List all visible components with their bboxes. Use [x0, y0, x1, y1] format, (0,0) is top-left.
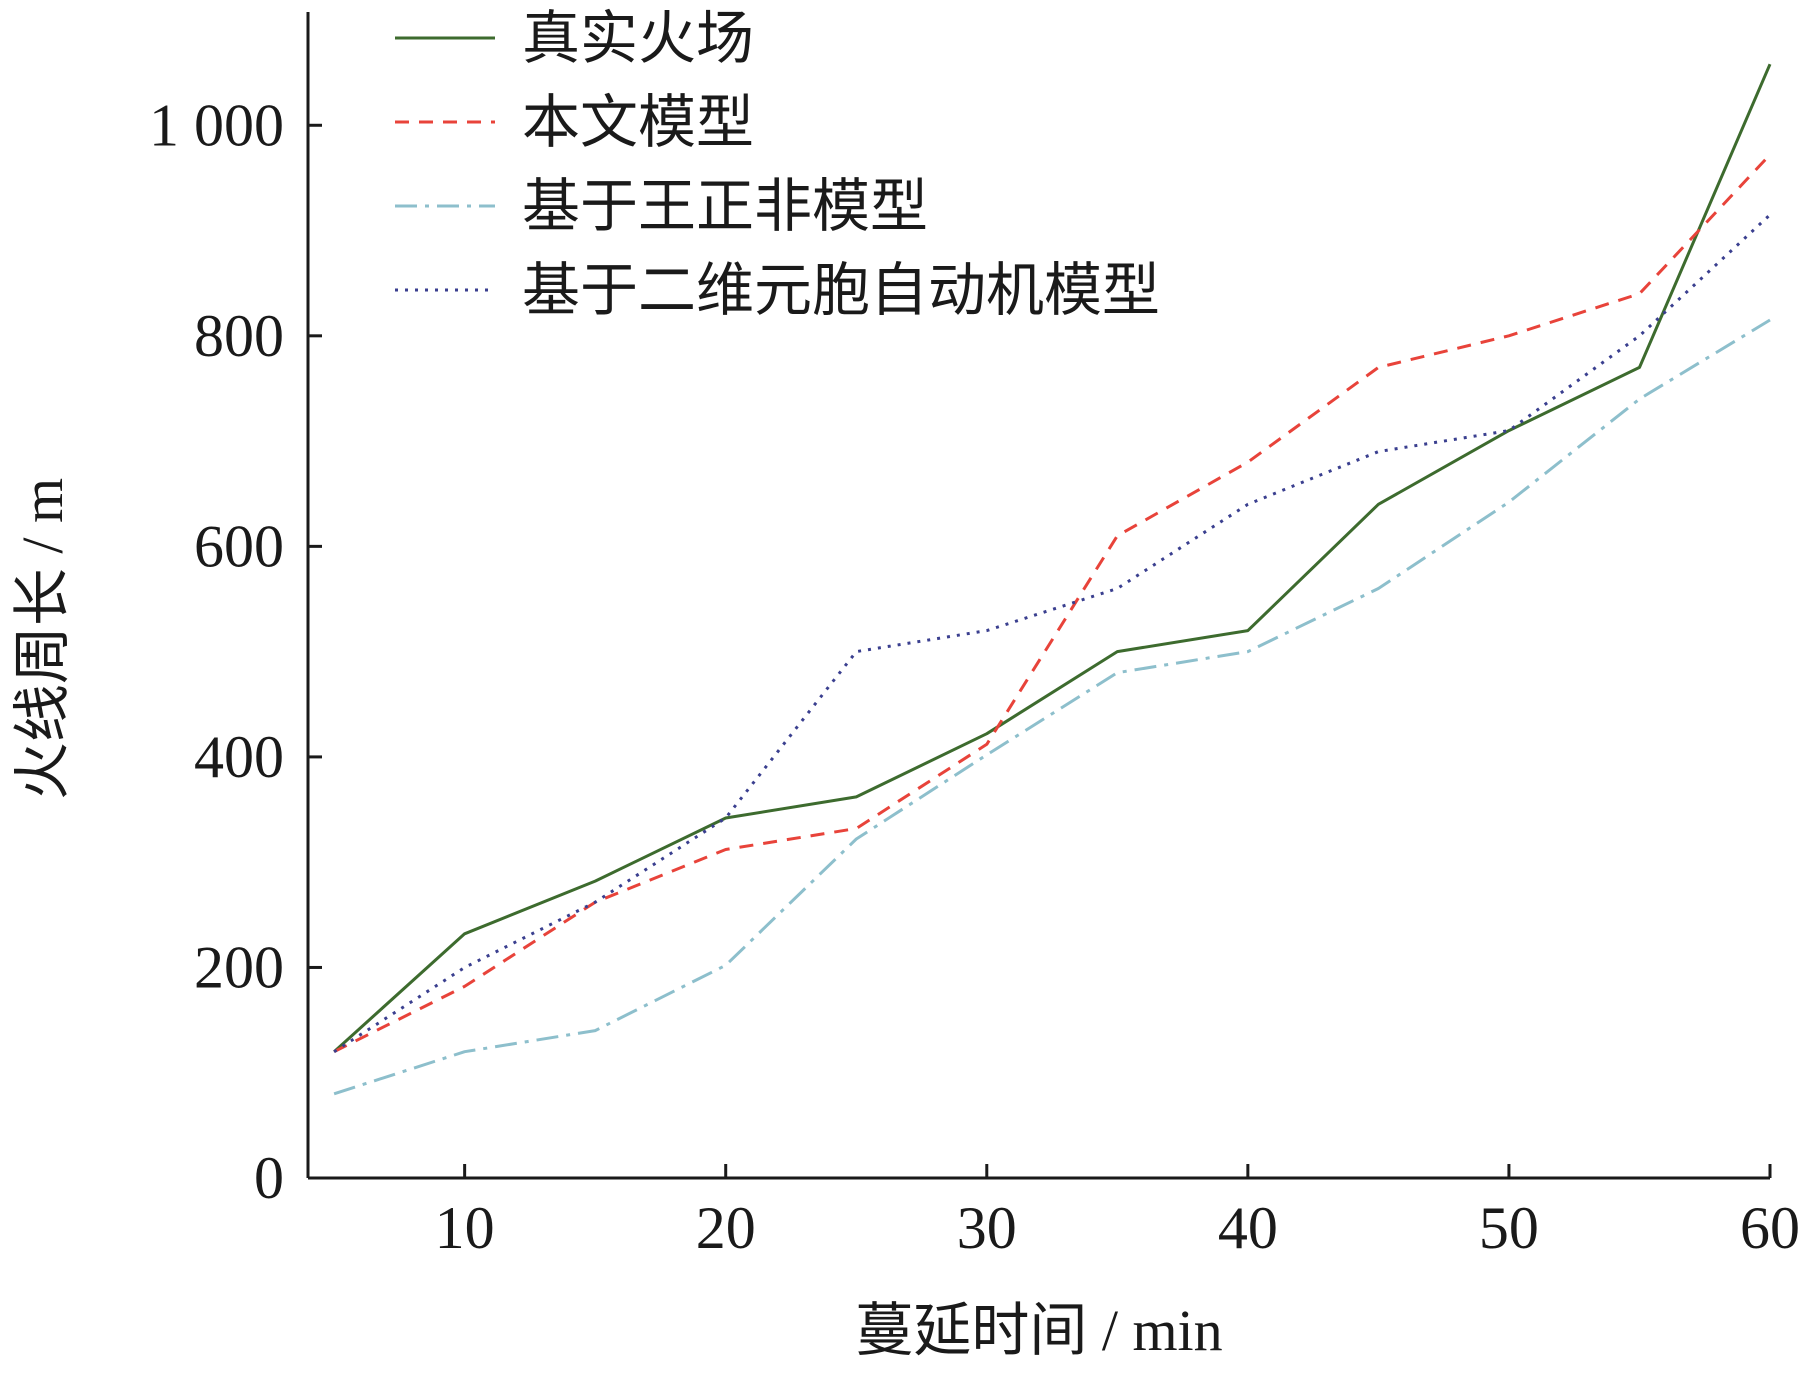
y-axis-title: 火线周长 / m — [10, 478, 75, 800]
x-tick-label: 20 — [696, 1195, 756, 1261]
x-tick-label: 40 — [1218, 1195, 1278, 1261]
y-tick-label: 200 — [194, 934, 284, 1000]
legend-label-4: 基于二维元胞自动机模型 — [522, 258, 1160, 323]
legend-label-2: 本文模型 — [522, 90, 754, 155]
x-tick-label: 10 — [435, 1195, 495, 1261]
series-line-3 — [333, 318, 1771, 1096]
y-tick-label: 600 — [194, 513, 284, 579]
axes: 0 200 400 600 800 1 000 10 20 30 40 50 60 — [149, 12, 1800, 1261]
legend-label-1: 真实火场 — [522, 6, 754, 71]
series-lines — [333, 63, 1772, 1096]
series-line-1 — [333, 63, 1772, 1053]
x-tick-label: 30 — [957, 1195, 1017, 1261]
x-tick-label: 50 — [1479, 1195, 1539, 1261]
x-tick-label: 60 — [1740, 1195, 1800, 1261]
x-axis-title: 蔓延时间 / min — [855, 1298, 1222, 1363]
series-line-2 — [333, 153, 1772, 1054]
y-tick-label: 400 — [194, 724, 284, 790]
series-line-4 — [333, 213, 1772, 1053]
legend-label-3: 基于王正非模型 — [522, 174, 928, 239]
y-tick-label: 800 — [194, 303, 284, 369]
y-tick-label: 1 000 — [149, 92, 284, 158]
y-tick-label: 0 — [254, 1145, 284, 1211]
